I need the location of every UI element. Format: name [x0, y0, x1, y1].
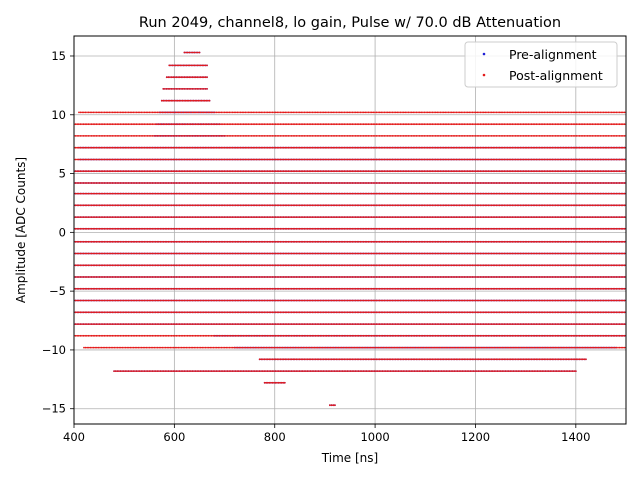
- chart-title: Run 2049, channel8, lo gain, Pulse w/ 70…: [139, 15, 561, 31]
- plot-area: [74, 36, 626, 424]
- scatter-marks: [74, 51, 626, 407]
- grid: [73, 36, 626, 424]
